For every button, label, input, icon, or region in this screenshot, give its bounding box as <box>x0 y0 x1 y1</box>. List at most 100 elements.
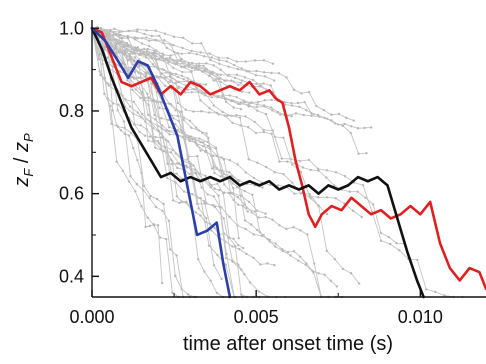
background-trace-point <box>219 73 222 77</box>
background-trace-point <box>209 72 213 75</box>
background-trace-point <box>350 125 353 128</box>
background-trace-point <box>175 61 179 64</box>
background-trace-point <box>199 99 202 102</box>
background-trace-point <box>154 38 157 42</box>
background-trace-point <box>387 235 390 239</box>
background-trace-point <box>132 100 135 104</box>
background-trace-point <box>212 79 215 82</box>
background-trace-point <box>286 114 290 117</box>
background-trace-point <box>184 201 187 204</box>
background-trace-point <box>306 233 309 236</box>
background-trace-point <box>271 62 275 65</box>
background-trace-point <box>425 288 428 291</box>
background-trace-point <box>263 75 267 78</box>
background-trace-point <box>261 186 264 189</box>
background-trace-point <box>371 203 375 206</box>
background-trace-point <box>238 247 241 251</box>
background-trace-point <box>202 69 205 73</box>
background-trace-point <box>223 79 226 83</box>
background-trace-point <box>133 70 137 74</box>
background-trace-point <box>190 126 193 129</box>
background-trace-point <box>187 135 191 139</box>
background-trace-point <box>272 79 276 82</box>
background-trace-point <box>323 116 326 120</box>
background-trace-point <box>282 136 285 140</box>
background-trace-point <box>215 291 219 295</box>
background-trace-point <box>131 63 134 66</box>
background-trace-point <box>186 77 190 80</box>
background-trace <box>91 27 463 298</box>
background-trace-point <box>223 114 226 117</box>
background-trace-point <box>398 249 401 252</box>
background-trace-point <box>116 41 120 45</box>
background-trace-point <box>186 293 190 296</box>
background-trace-point <box>156 67 160 70</box>
background-trace-point <box>175 162 179 165</box>
background-trace-point <box>195 202 199 205</box>
background-trace-point <box>214 78 218 81</box>
background-trace-point <box>285 227 288 231</box>
background-trace-point <box>115 160 118 163</box>
x-tick-label: 0.005 <box>234 307 279 327</box>
background-trace-point <box>145 73 148 77</box>
background-trace-point <box>171 291 174 294</box>
background-trace-point <box>264 112 268 116</box>
background-trace-point <box>176 52 179 55</box>
background-trace-point <box>176 101 180 105</box>
background-trace-point <box>182 77 185 81</box>
background-trace-point <box>199 214 202 217</box>
x-axis-label: time after onset time (s) <box>183 333 393 355</box>
background-trace-point <box>197 90 200 94</box>
background-trace-point <box>310 112 313 115</box>
y-axis-label-main: z <box>11 177 33 188</box>
background-trace-point <box>131 88 134 92</box>
background-trace-point <box>341 267 345 271</box>
background-trace-point <box>127 29 130 33</box>
background-trace-point <box>158 34 161 38</box>
background-trace-point <box>174 181 177 184</box>
background-trace-point <box>195 64 198 67</box>
background-trace-point <box>177 86 180 90</box>
background-trace-point <box>213 171 216 175</box>
background-trace-point <box>244 60 248 63</box>
background-trace-point <box>292 88 296 91</box>
background-trace-point <box>172 59 176 62</box>
background-trace-point <box>283 103 287 106</box>
background-trace <box>91 27 266 215</box>
background-trace-point <box>307 90 311 94</box>
background-trace-point <box>270 132 273 136</box>
background-trace-point <box>443 294 446 297</box>
background-traces <box>90 25 464 299</box>
background-trace-point <box>262 59 266 62</box>
background-trace-point <box>153 54 157 57</box>
background-trace-point <box>187 62 191 65</box>
background-trace-point <box>256 100 260 104</box>
background-trace-point <box>181 130 184 133</box>
background-trace-point <box>224 100 228 104</box>
background-trace-point <box>230 259 234 262</box>
background-trace-point <box>170 73 174 76</box>
background-trace-point <box>200 42 203 45</box>
background-trace-point <box>357 152 360 155</box>
background-trace-point <box>213 165 216 168</box>
background-trace-point <box>315 104 318 108</box>
background-trace-point <box>205 217 208 220</box>
background-trace-point <box>187 155 190 158</box>
background-trace-point <box>176 166 179 170</box>
background-trace-point <box>293 192 296 195</box>
background-trace-point <box>252 256 255 259</box>
background-trace-point <box>270 98 273 102</box>
background-trace-point <box>262 82 265 85</box>
background-trace-point <box>128 44 131 47</box>
background-trace-point <box>336 123 340 126</box>
background-trace-point <box>197 207 200 210</box>
background-trace-point <box>174 274 177 278</box>
background-trace-point <box>229 191 233 195</box>
background-trace-point <box>204 174 207 177</box>
background-trace-point <box>196 258 200 261</box>
background-trace-point <box>167 118 170 122</box>
background-trace-point <box>98 52 101 56</box>
background-trace-point <box>299 170 303 174</box>
background-trace-point <box>317 204 320 208</box>
